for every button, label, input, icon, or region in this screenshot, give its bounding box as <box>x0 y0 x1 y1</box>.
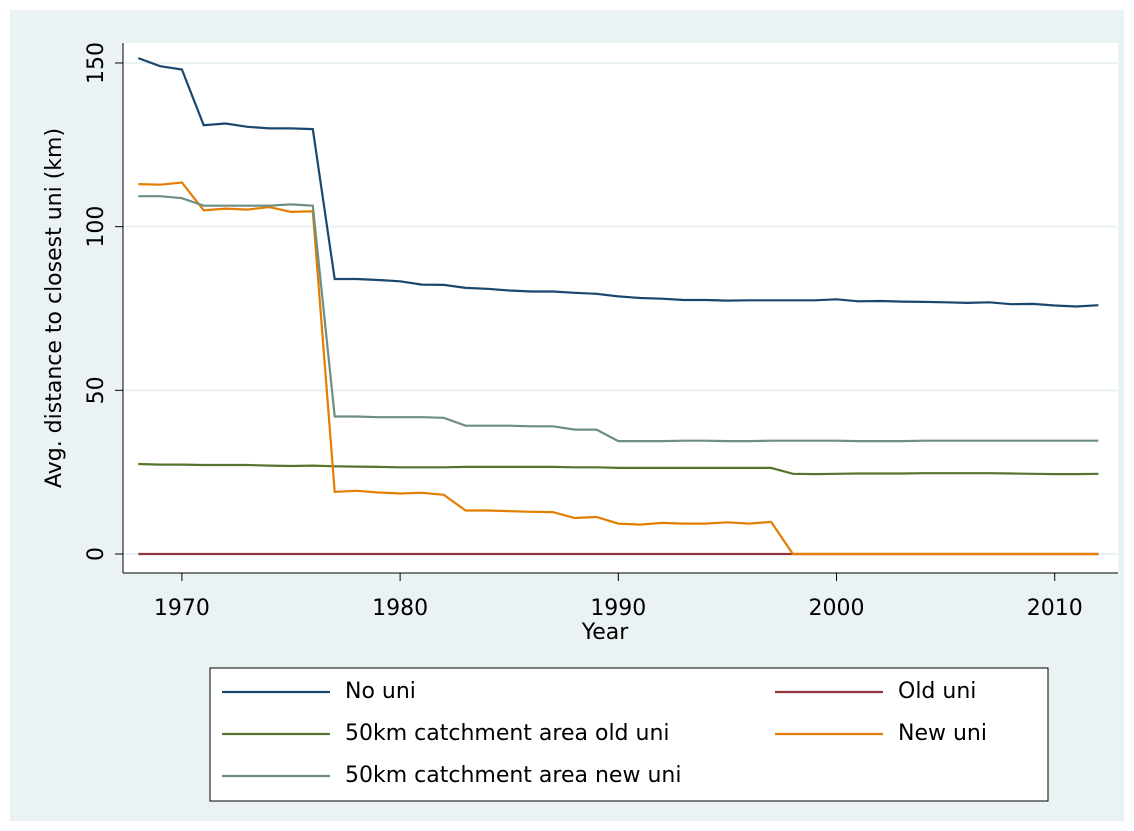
plot-area <box>123 43 1118 573</box>
x-tick-label: 1970 <box>154 596 210 621</box>
y-tick-label: 0 <box>84 547 109 561</box>
y-tick-label: 50 <box>84 376 109 404</box>
series-line <box>138 462 1099 476</box>
legend-box <box>209 667 1049 802</box>
legend-label: New uni <box>898 721 987 746</box>
x-tick-label: 1990 <box>590 596 646 621</box>
legend-label: Old uni <box>898 679 976 704</box>
series-line <box>137 57 1099 308</box>
y-tick-label: 150 <box>84 42 109 84</box>
legend-label: No uni <box>345 679 416 704</box>
x-tick-label: 2010 <box>1027 596 1083 621</box>
legend-label: 50km catchment area old uni <box>345 721 670 746</box>
legend-label: 50km catchment area new uni <box>345 763 681 788</box>
x-tick-label: 2000 <box>809 596 865 621</box>
series-line <box>138 181 1099 556</box>
x-tick-label: 1980 <box>372 596 428 621</box>
x-axis-label: Year <box>581 620 630 645</box>
y-axis-label: Avg. distance to closest uni (km) <box>42 128 67 488</box>
y-tick-label: 100 <box>84 206 109 248</box>
series-line <box>138 195 1099 443</box>
